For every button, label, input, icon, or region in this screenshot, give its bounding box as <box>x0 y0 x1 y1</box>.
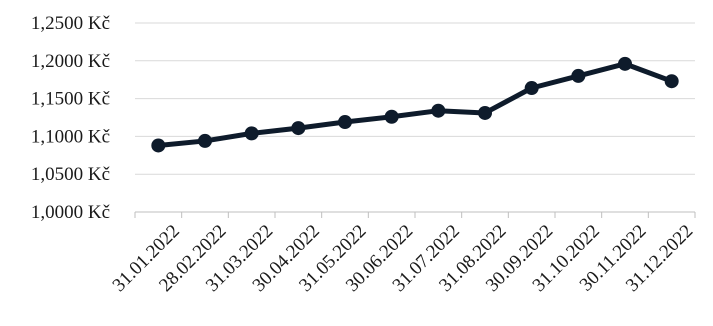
y-tick-label: 1,2000 Kč <box>31 51 110 72</box>
y-tick-label: 1,1000 Kč <box>31 126 110 147</box>
data-point <box>571 68 586 83</box>
data-point <box>338 115 352 130</box>
data-point <box>291 121 306 136</box>
data-point <box>151 138 166 153</box>
series-line <box>158 61 673 148</box>
series-line-layer <box>151 56 679 153</box>
y-axis: 1,0000 Kč 1,0500 Kč 1,1000 Kč 1,1500 Kč 1,20… <box>31 13 110 223</box>
data-point <box>431 103 446 118</box>
y-tick-label: 1,1500 Kč <box>31 89 110 110</box>
grid-lines <box>135 22 695 175</box>
data-point <box>384 109 399 124</box>
x-axis: 31.01.202228.02.202231.03.202230.04.2022… <box>109 211 697 296</box>
y-tick-label: 1,2500 Kč <box>31 13 110 34</box>
y-tick-label: 1,0000 Kč <box>31 202 110 223</box>
data-point <box>524 81 539 96</box>
data-point <box>244 126 259 141</box>
data-point <box>664 74 679 89</box>
data-point <box>198 133 212 148</box>
data-point <box>618 56 632 71</box>
y-tick-label: 1,0500 Kč <box>31 164 110 185</box>
data-point <box>478 105 492 120</box>
